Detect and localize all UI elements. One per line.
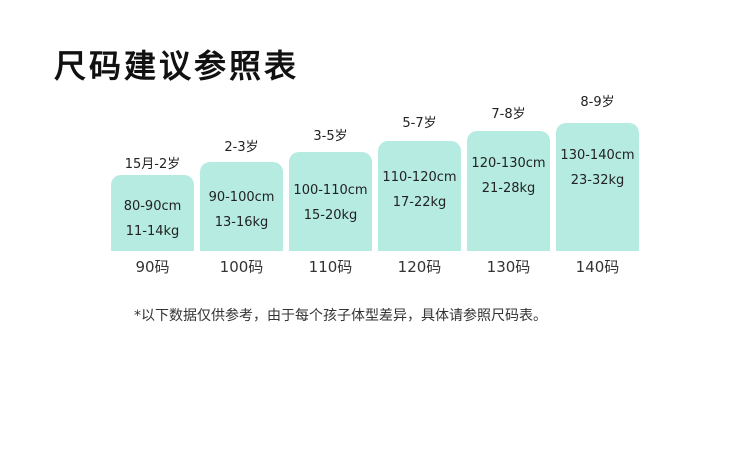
age-label: 3-5岁 <box>313 129 348 144</box>
size-column-130: 7-8岁 120-130cm 21-28kg 130码 <box>467 0 550 280</box>
weight-range: 23-32kg <box>570 173 625 188</box>
height-range: 100-110cm <box>293 183 368 198</box>
size-column-100: 2-3岁 90-100cm 13-16kg 100码 <box>200 0 283 280</box>
weight-range: 11-14kg <box>125 224 180 239</box>
size-card: 120-130cm 21-28kg <box>467 131 550 251</box>
weight-range: 15-20kg <box>303 208 358 223</box>
size-column-110: 3-5岁 100-110cm 15-20kg 110码 <box>289 0 372 280</box>
height-range: 90-100cm <box>208 190 275 205</box>
size-column-140: 8-9岁 130-140cm 23-32kg 140码 <box>556 0 639 280</box>
height-range: 110-120cm <box>382 170 457 185</box>
weight-range: 17-22kg <box>392 195 447 210</box>
size-label: 130码 <box>486 258 531 276</box>
size-card: 100-110cm 15-20kg <box>289 152 372 251</box>
height-range: 80-90cm <box>123 199 182 214</box>
page-title: 尺码建议参照表 <box>54 47 300 85</box>
age-label: 5-7岁 <box>402 116 437 131</box>
size-label: 120码 <box>397 258 442 276</box>
age-label: 7-8岁 <box>491 107 526 122</box>
weight-range: 21-28kg <box>481 181 536 196</box>
disclaimer-note: *以下数据仅供参考，由于每个孩子体型差异，具体请参照尺码表。 <box>134 308 547 324</box>
size-column-120: 5-7岁 110-120cm 17-22kg 120码 <box>378 0 461 280</box>
height-range: 120-130cm <box>471 156 546 171</box>
size-card: 90-100cm 13-16kg <box>200 162 283 251</box>
size-label: 140码 <box>575 258 620 276</box>
age-label: 2-3岁 <box>224 140 259 155</box>
size-card: 110-120cm 17-22kg <box>378 141 461 251</box>
height-range: 130-140cm <box>560 148 635 163</box>
weight-range: 13-16kg <box>214 215 269 230</box>
size-label: 100码 <box>219 258 264 276</box>
size-label: 110码 <box>308 258 353 276</box>
size-column-90: 15月-2岁 80-90cm 11-14kg 90码 <box>111 0 194 280</box>
size-card: 80-90cm 11-14kg <box>111 175 194 251</box>
age-label: 8-9岁 <box>580 95 615 110</box>
age-label: 15月-2岁 <box>124 157 181 172</box>
size-label: 90码 <box>135 258 170 276</box>
size-card: 130-140cm 23-32kg <box>556 123 639 251</box>
